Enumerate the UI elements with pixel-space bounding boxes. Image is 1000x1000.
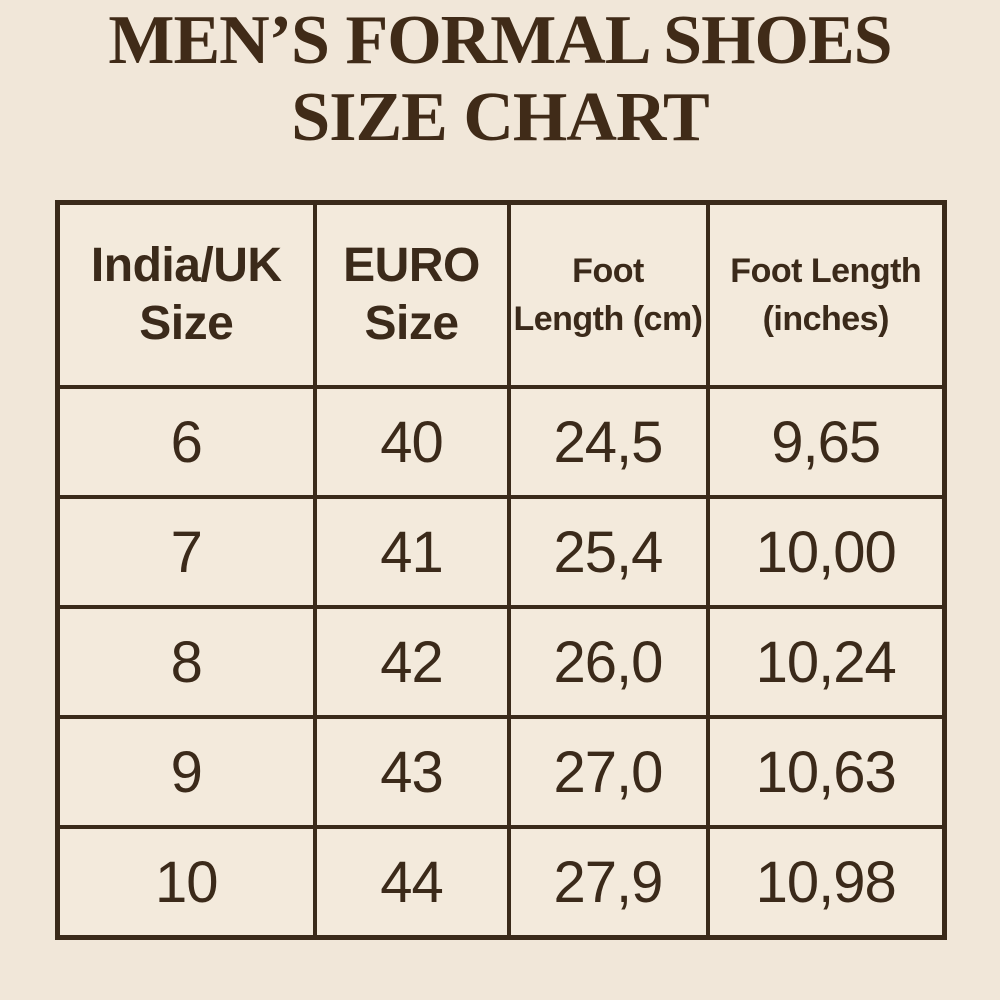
foot-length-cm-value: 27,0 [506, 715, 710, 829]
column-header-foot-length-cm-line-1: Foot [572, 252, 644, 290]
size-chart-table-body: 6 40 24,5 9,65 7 41 25,4 10,00 8 42 26,0… [55, 385, 947, 940]
size-chart-table-header: India/UK Size EURO Size Foot Length (cm)… [55, 200, 947, 389]
foot-length-inches-value: 10,98 [705, 825, 947, 940]
foot-length-cm-value: 24,5 [506, 385, 710, 499]
column-header-india-uk-size-line-2: Size [139, 297, 234, 350]
column-header-india-uk-size-line-1: India/UK [90, 239, 282, 292]
table-row: 6 40 24,5 9,65 [55, 385, 947, 499]
column-header-foot-length-inches: Foot Length (inches) [705, 200, 947, 389]
india-uk-size-value: 6 [55, 385, 317, 499]
euro-size-value: 43 [312, 715, 511, 829]
table-row: 7 41 25,4 10,00 [55, 495, 947, 609]
column-header-india-uk-size: India/UK Size [55, 200, 317, 389]
column-header-foot-length-cm-line-2: Length (cm) [513, 300, 703, 338]
india-uk-size-value: 8 [55, 605, 317, 719]
column-header-euro-size: EURO Size [312, 200, 511, 389]
india-uk-size-value: 10 [55, 825, 317, 940]
table-row: 10 44 27,9 10,98 [55, 825, 947, 940]
column-header-euro-size-line-1: EURO [343, 239, 480, 292]
foot-length-inches-value: 9,65 [705, 385, 947, 499]
euro-size-value: 44 [312, 825, 511, 940]
foot-length-cm-value: 25,4 [506, 495, 710, 609]
table-row: 9 43 27,0 10,63 [55, 715, 947, 829]
table-row: 8 42 26,0 10,24 [55, 605, 947, 719]
page-title-line-2: SIZE CHART [291, 79, 709, 156]
euro-size-value: 41 [312, 495, 511, 609]
euro-size-value: 40 [312, 385, 511, 499]
page-title: MEN’S FORMAL SHOES SIZE CHART [0, 2, 1000, 156]
foot-length-inches-value: 10,00 [705, 495, 947, 609]
size-chart-table: India/UK Size EURO Size Foot Length (cm)… [55, 200, 947, 940]
foot-length-cm-value: 26,0 [506, 605, 710, 719]
india-uk-size-value: 7 [55, 495, 317, 609]
header-row: India/UK Size EURO Size Foot Length (cm)… [55, 200, 947, 389]
foot-length-cm-value: 27,9 [506, 825, 710, 940]
euro-size-value: 42 [312, 605, 511, 719]
column-header-foot-length-inches-line-1: Foot Length [730, 252, 922, 290]
page-title-line-1: MEN’S FORMAL SHOES [108, 2, 892, 79]
foot-length-inches-value: 10,63 [705, 715, 947, 829]
column-header-euro-size-line-2: Size [364, 297, 459, 350]
india-uk-size-value: 9 [55, 715, 317, 829]
column-header-foot-length-inches-line-2: (inches) [762, 300, 890, 338]
column-header-foot-length-cm: Foot Length (cm) [506, 200, 710, 389]
foot-length-inches-value: 10,24 [705, 605, 947, 719]
